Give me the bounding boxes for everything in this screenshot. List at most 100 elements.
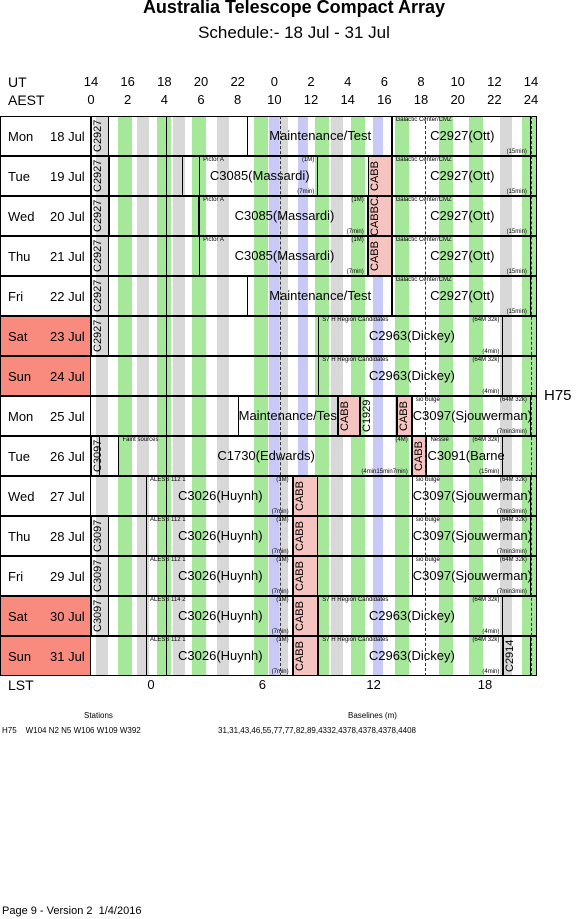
green-stripe <box>351 116 366 156</box>
green-stripe <box>395 116 410 156</box>
day-label: Sat 30 Jul <box>0 596 91 636</box>
block-extra: (7min3min) <box>496 429 527 435</box>
grey-stripe <box>96 596 109 636</box>
green-stripe <box>351 556 366 596</box>
day-name: Sat <box>8 329 28 344</box>
schedule-block: C3091(Barnes) Nessie (64M 32k) (15min) <box>426 436 504 476</box>
green-stripe <box>439 596 454 636</box>
block-note: Faint sources <box>122 437 159 443</box>
green-stripe <box>468 116 483 156</box>
green-stripe <box>156 356 171 396</box>
block-extra: (15min) <box>506 229 527 235</box>
lavender-stripe <box>298 396 309 436</box>
green-stripe <box>156 596 171 636</box>
block-extra: (15min) <box>479 469 500 475</box>
green-stripe <box>439 396 454 436</box>
grey-stripe <box>96 236 109 276</box>
grey-stripe <box>136 436 149 476</box>
day-label: Wed 20 Jul <box>0 196 91 236</box>
grey-stripe <box>276 556 289 596</box>
day-name: Mon <box>8 129 34 144</box>
grey-stripe <box>276 476 289 516</box>
block-vertical-label: CABB <box>411 436 427 476</box>
grey-stripe <box>276 356 289 396</box>
green-stripe <box>351 516 366 556</box>
grey-stripe <box>499 276 512 316</box>
block-extra: (4min) <box>482 349 500 355</box>
day-name: Fri <box>8 289 24 304</box>
grey-stripe <box>136 316 149 356</box>
grey-stripe <box>331 236 344 276</box>
lavender-stripe <box>268 396 279 436</box>
block-note: sio bulge <box>415 517 440 523</box>
grey-stripe <box>331 276 344 316</box>
green-stripe <box>351 636 366 676</box>
block-vertical-label: C2927 <box>91 196 110 236</box>
block-label: C2963(Dickey) <box>368 368 455 383</box>
block-label: C3026(Huynh) <box>178 608 263 623</box>
aest-tick-label: 4 <box>160 92 168 107</box>
lst-tick-label: 6 <box>258 677 266 692</box>
lst-line <box>279 116 281 676</box>
green-stripe <box>118 316 133 356</box>
grey-stripe <box>276 116 289 156</box>
grey-stripe <box>276 276 289 316</box>
grey-stripe <box>96 396 109 436</box>
block-label: C2927(Ott) <box>430 208 495 223</box>
lavender-stripe <box>298 276 309 316</box>
green-stripe <box>254 356 269 396</box>
grey-stripe <box>217 356 230 396</box>
block-tag: (64M 32k) <box>499 477 527 483</box>
block-vertical-label: C3097 <box>91 596 110 636</box>
day-label: Mon 18 Jul <box>0 116 91 156</box>
grey-stripe <box>96 116 109 156</box>
green-stripe <box>351 316 366 356</box>
green-stripe <box>395 556 410 596</box>
lavender-stripe <box>373 316 384 356</box>
green-stripe <box>395 236 410 276</box>
block-label: C3097(Sjouwerman) <box>412 488 532 503</box>
ut-tick-label: 20 <box>193 74 209 89</box>
grey-stripe <box>331 516 344 556</box>
green-stripe <box>521 516 536 556</box>
block-label: C2927(Ott) <box>430 128 495 143</box>
green-stripe <box>395 276 410 316</box>
green-stripe <box>254 156 269 196</box>
green-stripe <box>468 596 483 636</box>
aest-tick-label: 20 <box>450 92 465 107</box>
ut-tick-label: 18 <box>157 74 172 89</box>
green-stripe <box>521 476 536 516</box>
block-note: Pictor A <box>203 237 224 243</box>
grey-stripe <box>173 476 186 516</box>
block-note: ALESS 112 1 <box>149 637 186 643</box>
day-label: Tue 26 Jul <box>0 436 91 476</box>
day-date: 27 Jul <box>50 489 85 504</box>
grey-stripe <box>217 276 230 316</box>
grey-stripe <box>96 556 109 596</box>
green-stripe <box>191 636 206 676</box>
block-label: Maintenance/Test <box>269 128 372 143</box>
lavender-stripe <box>298 156 309 196</box>
grey-stripe <box>96 156 109 196</box>
block-tag: (64M 32k) <box>472 637 500 643</box>
lavender-stripe <box>268 596 279 636</box>
block-vertical-label: CABBCABB <box>367 196 392 236</box>
block-vertical-label: CABB <box>338 396 361 436</box>
green-stripe <box>314 356 329 396</box>
block-label: Maintenance/Test <box>269 288 372 303</box>
lavender-stripe <box>298 436 309 476</box>
grey-stripe <box>173 396 186 436</box>
lavender-stripe <box>268 636 279 676</box>
lavender-stripe <box>373 396 384 436</box>
green-stripe <box>314 116 329 156</box>
grey-stripe <box>331 436 344 476</box>
grey-stripe <box>499 396 512 436</box>
schedule-block: C3085(Massardi) Pictor A (1M) (7min) <box>199 196 368 236</box>
stations-value: H75 W104 N2 N5 W106 W109 W392 <box>2 726 141 735</box>
grey-stripe <box>136 556 149 596</box>
block-label: C3026(Huynh) <box>178 648 263 663</box>
green-stripe <box>254 116 269 156</box>
green-stripe <box>118 516 133 556</box>
green-stripe <box>314 196 329 236</box>
block-note: Galactic Center/CMZ <box>395 117 452 123</box>
